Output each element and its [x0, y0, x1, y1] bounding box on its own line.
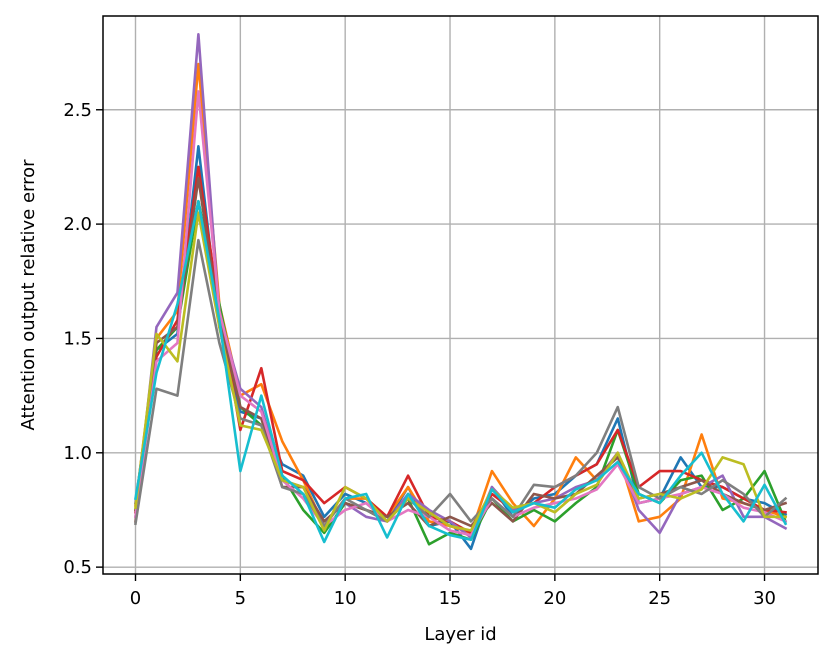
x-tick-label: 20 — [543, 588, 566, 609]
y-tick-label: 2.0 — [63, 214, 92, 235]
ticks-layer: 0 5 10 15 20 25 30 0.5 1.0 1.5 2.0 2.5 — [63, 100, 776, 609]
series-layer — [134, 32, 788, 551]
y-tick-label: 0.5 — [63, 557, 92, 578]
x-tick-label: 5 — [235, 588, 246, 609]
y-axis-title: Attention output relative error — [18, 159, 39, 431]
plot-frame — [102, 15, 819, 575]
grid-layer — [103, 16, 818, 574]
x-tick-label: 25 — [648, 588, 671, 609]
y-tick-label: 1.0 — [63, 443, 92, 464]
series-line-10 — [134, 199, 788, 544]
series-line-9 — [134, 211, 787, 532]
x-axis-title: Layer id — [424, 624, 496, 645]
series-line-7 — [134, 90, 788, 537]
y-tick-label: 1.5 — [63, 328, 92, 349]
x-tick-label: 0 — [130, 588, 141, 609]
x-tick-label: 10 — [334, 588, 357, 609]
x-tick-label: 15 — [439, 588, 462, 609]
x-tick-label: 30 — [753, 588, 776, 609]
series-line-8 — [134, 238, 788, 528]
y-tick-label: 2.5 — [63, 100, 92, 121]
